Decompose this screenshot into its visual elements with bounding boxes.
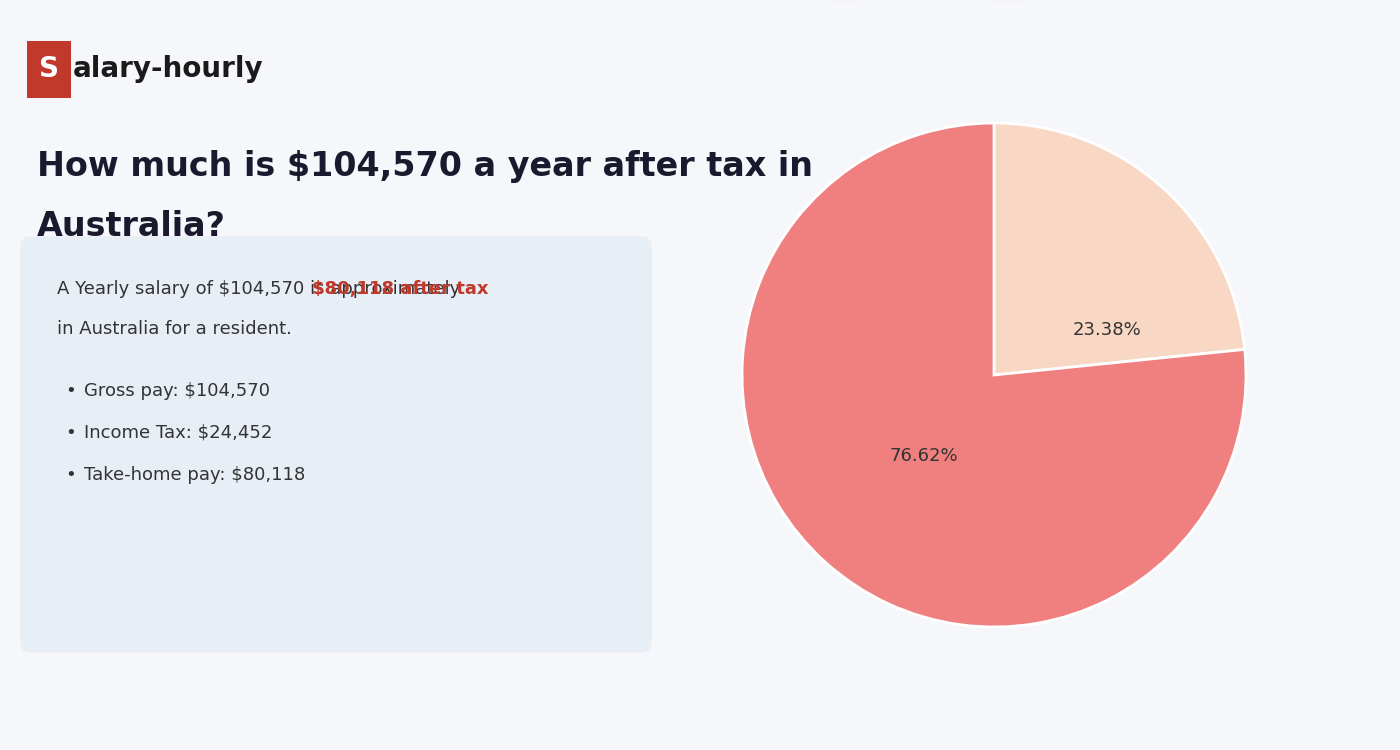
Text: •: • xyxy=(66,424,76,442)
Text: Income Tax: $24,452: Income Tax: $24,452 xyxy=(84,424,273,442)
Text: Gross pay: $104,570: Gross pay: $104,570 xyxy=(84,382,270,400)
Text: S: S xyxy=(39,55,59,83)
Text: A Yearly salary of $104,570 is approximately: A Yearly salary of $104,570 is approxima… xyxy=(57,280,466,298)
Text: Australia?: Australia? xyxy=(36,210,225,243)
Wedge shape xyxy=(742,123,1246,627)
FancyBboxPatch shape xyxy=(20,236,652,652)
Wedge shape xyxy=(994,123,1245,375)
FancyBboxPatch shape xyxy=(27,41,70,98)
Text: alary-hourly: alary-hourly xyxy=(73,55,263,83)
Text: How much is $104,570 a year after tax in: How much is $104,570 a year after tax in xyxy=(36,150,813,183)
Text: in Australia for a resident.: in Australia for a resident. xyxy=(57,320,293,338)
Text: •: • xyxy=(66,382,76,400)
Text: Take-home pay: $80,118: Take-home pay: $80,118 xyxy=(84,466,305,484)
Legend: Income Tax, Take-home Pay: Income Tax, Take-home Pay xyxy=(818,0,1170,6)
Text: •: • xyxy=(66,466,76,484)
Text: 76.62%: 76.62% xyxy=(889,447,958,465)
Text: $80,118 after tax: $80,118 after tax xyxy=(312,280,489,298)
Text: 23.38%: 23.38% xyxy=(1072,321,1142,339)
